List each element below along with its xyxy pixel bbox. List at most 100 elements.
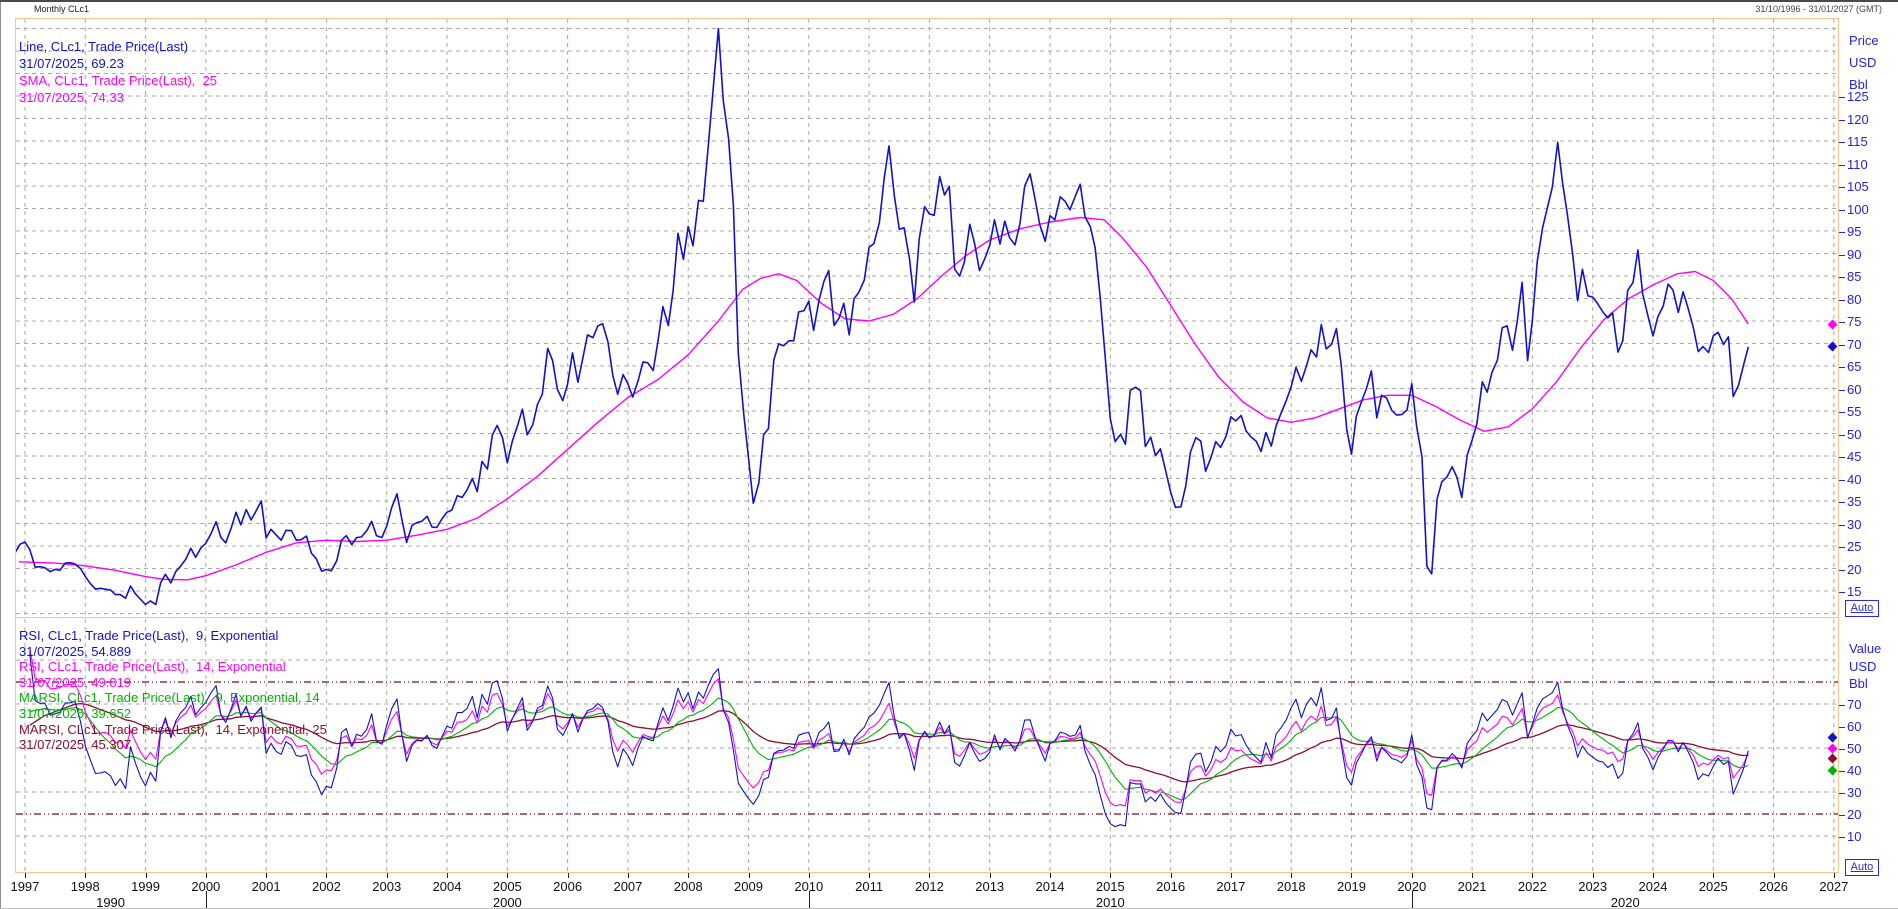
price-axis-tick-mark [1839, 524, 1845, 526]
price-axis-tick-label: 100 [1847, 201, 1869, 217]
price-axis-tick-mark [1839, 232, 1845, 234]
year-label: 2018 [1276, 879, 1306, 894]
year-tick [808, 873, 810, 878]
price-axis-tick-label: 85 [1847, 269, 1862, 284]
price-axis-title: Price [1849, 33, 1879, 48]
price-axis-tick-label: 55 [1847, 404, 1862, 419]
year-tick [447, 873, 449, 878]
value-axis-tick-mark [1839, 749, 1845, 751]
year-label: 2017 [1216, 879, 1246, 894]
price-axis-tick: 75 [1839, 314, 1861, 329]
year-tick [326, 873, 328, 878]
year-tick [205, 873, 207, 878]
year-label: 2021 [1457, 879, 1487, 894]
price-axis-tick: 35 [1839, 494, 1861, 509]
price-axis-tick: 80 [1839, 292, 1861, 307]
price-axis-tick-label: 45 [1847, 449, 1862, 464]
price-axis-tick: 30 [1839, 517, 1861, 532]
value-axis-tick-mark [1839, 771, 1845, 773]
year-label: 2013 [975, 879, 1005, 894]
year-label: 2027 [1819, 879, 1849, 894]
year-tick [929, 873, 931, 878]
year-tick [989, 873, 991, 878]
year-label: 2024 [1638, 879, 1668, 894]
year-label: 2023 [1578, 879, 1608, 894]
year-tick [145, 873, 147, 878]
year-tick [24, 873, 26, 878]
price-axis-tick-label: 20 [1847, 561, 1862, 577]
price-chart[interactable] [15, 18, 1839, 618]
price-axis-tick-label: 60 [1847, 381, 1862, 397]
year-label: 2010 [794, 879, 824, 894]
year-tick [1050, 873, 1051, 878]
price-axis-tick-mark [1839, 367, 1845, 369]
year-label: 2025 [1698, 879, 1728, 894]
window-left-border [0, 2, 1, 909]
price-axis-tick: 20 [1839, 562, 1861, 577]
rsi-chart[interactable] [15, 617, 1839, 873]
year-label: 2012 [914, 879, 944, 894]
value-axis-tick-label: 30 [1847, 785, 1862, 800]
price-axis-tick-label: 70 [1847, 336, 1862, 352]
year-label: 2016 [1156, 879, 1186, 894]
decade-label: 1990 [96, 895, 126, 909]
year-tick [1713, 873, 1715, 878]
year-label: 2003 [372, 879, 402, 894]
price-axis-tick: 100 [1839, 202, 1869, 217]
year-label: 2022 [1517, 879, 1547, 894]
price-axis-tick: 25 [1839, 539, 1861, 554]
year-tick [688, 873, 690, 878]
year-tick [1351, 873, 1353, 878]
price-axis-tick: 45 [1839, 449, 1861, 464]
year-label: 1997 [10, 879, 40, 894]
price-axis-auto-button[interactable]: Auto [1845, 600, 1879, 617]
price-axis-tick-mark [1839, 187, 1845, 189]
year-label: 2001 [251, 879, 281, 894]
value-axis-tick-mark [1839, 705, 1845, 707]
price-axis-tick-label: 40 [1847, 471, 1862, 487]
price-axis-tick-mark [1839, 547, 1845, 549]
decade-label: 2020 [1610, 895, 1640, 909]
price-axis-tick-label: 90 [1847, 246, 1862, 262]
year-tick [1773, 873, 1775, 878]
price-axis-tick-label: 50 [1847, 426, 1862, 442]
price-axis-title: Bbl [1849, 77, 1868, 92]
rsi-panel-border [15, 617, 1839, 873]
decade-tick [1411, 891, 1413, 908]
decade-tick [205, 891, 207, 908]
price-axis-tick: 90 [1839, 247, 1861, 262]
year-tick [1110, 873, 1112, 878]
sma-line [18, 216, 1749, 581]
value-axis-auto-button[interactable]: Auto [1845, 859, 1879, 876]
price-axis-title: USD [1849, 55, 1877, 70]
price-axis-tick-mark [1839, 254, 1845, 256]
year-tick [386, 873, 388, 878]
year-tick [567, 873, 569, 878]
price-axis-tick-mark [1839, 389, 1845, 391]
value-axis-tick: 10 [1839, 829, 1861, 844]
price-axis-tick-mark [1839, 119, 1845, 121]
price-axis-tick-mark [1839, 479, 1845, 481]
value-axis-tick-label: 60 [1847, 719, 1862, 734]
price-line [15, 27, 1750, 606]
price-panel-border [15, 18, 1839, 618]
chart-title: Monthly CLc1 [34, 4, 90, 14]
year-label: 2020 [1397, 879, 1427, 894]
year-label: 2002 [311, 879, 341, 894]
decade-tick [808, 891, 810, 908]
price-axis-tick: 110 [1839, 157, 1868, 172]
value-axis-tick: 70 [1839, 697, 1861, 712]
year-label: 2019 [1337, 879, 1366, 894]
price-axis-tick-label: 15 [1847, 584, 1862, 599]
value-axis-tick: 20 [1839, 807, 1861, 822]
year-tick [748, 873, 750, 878]
value-axis-title: Value [1849, 641, 1882, 656]
year-label: 1998 [70, 879, 100, 894]
price-axis-tick-mark [1839, 344, 1845, 346]
price-axis-tick-label: 110 [1847, 156, 1868, 172]
price-axis-tick-mark [1839, 434, 1845, 436]
value-axis-tick-label: 10 [1847, 829, 1862, 844]
year-tick [1652, 873, 1654, 878]
year-label: 2011 [855, 879, 884, 894]
year-label: 2014 [1035, 879, 1065, 894]
